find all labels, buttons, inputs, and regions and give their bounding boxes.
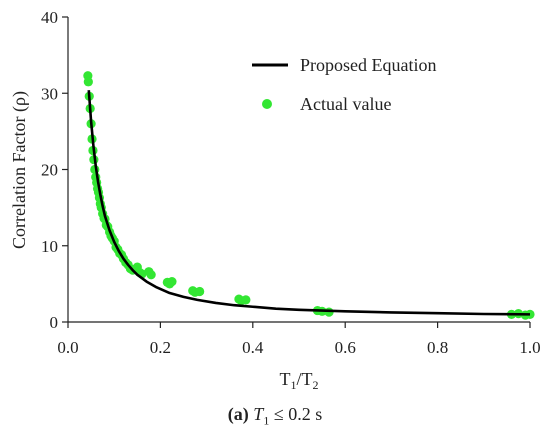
figure-caption: (a) T1 ≤ 0.2 s	[0, 404, 550, 429]
x-axis-title-slash: /T	[297, 369, 313, 389]
caption-label: (a)	[227, 404, 249, 424]
x-tick-label: 0.0	[57, 338, 78, 357]
data-point-actual	[146, 270, 156, 280]
x-axis-title-sub2: 2	[313, 378, 319, 392]
legend-label-proposed: Proposed Equation	[300, 55, 437, 75]
x-tick-label: 0.4	[242, 338, 264, 357]
x-axis-title-sub1: 1	[291, 378, 297, 392]
x-tick-label: 0.6	[335, 338, 356, 357]
legend-dot-swatch	[262, 99, 272, 109]
y-tick-label: 10	[41, 237, 58, 256]
legend: Proposed Equation Actual value	[252, 55, 437, 114]
y-tick-label: 40	[41, 8, 58, 27]
plot-area	[83, 71, 535, 320]
y-tick-label: 30	[41, 84, 58, 103]
data-point-actual	[167, 276, 177, 287]
x-tick-label: 1.0	[519, 338, 540, 357]
caption-variable: T	[253, 404, 264, 424]
series-line-proposed	[87, 90, 531, 316]
x-axis-title-t: T	[280, 369, 291, 389]
data-point-actual	[241, 295, 251, 305]
data-point-actual	[83, 77, 93, 87]
x-axis-title: T1/T2	[280, 369, 319, 392]
ticks: 0.0 0.2 0.4 0.6 0.8 1.0 0 10 20 30 40	[41, 8, 541, 357]
x-tick-label: 0.2	[150, 338, 171, 357]
y-tick-label: 20	[41, 161, 58, 180]
caption-condition: ≤ 0.2 s	[269, 404, 323, 424]
caption-subscript: 1	[263, 413, 270, 428]
data-point-actual	[195, 286, 205, 297]
x-tick-label: 0.8	[427, 338, 448, 357]
y-tick-label: 0	[50, 313, 59, 332]
y-axis-title: Correlation Factor (ρ)	[9, 91, 30, 249]
legend-label-actual: Actual value	[300, 94, 391, 114]
